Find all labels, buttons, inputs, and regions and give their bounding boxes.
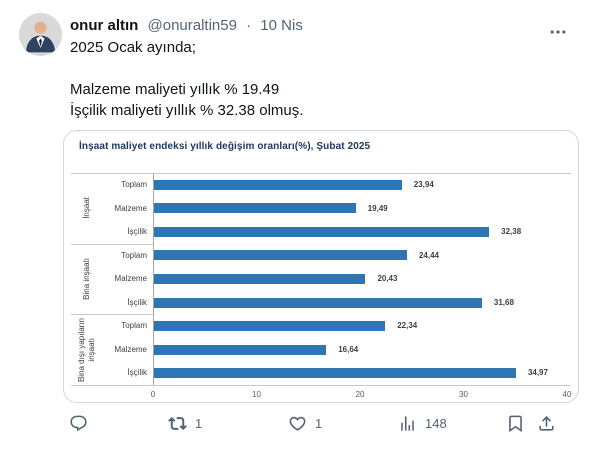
like-icon [289,416,306,431]
share-icon [539,416,554,431]
avatar[interactable] [19,13,62,56]
bar [154,250,407,261]
category-label: Malzeme [114,274,147,284]
bar-value-label: 22,34 [397,321,418,331]
category-label: Malzeme [114,344,147,354]
author-name[interactable]: onur altın [70,17,139,34]
category-label: Toplam [121,180,147,189]
group-divider-line [71,314,153,316]
category-label: Toplam [121,321,147,331]
value-axis-line [153,173,154,385]
more-options-icon[interactable] [548,22,568,42]
bar [154,344,327,355]
repost-button[interactable]: 1 [168,414,202,433]
group-label: İnşaat [72,173,100,244]
group-label-text: inşaatı [86,337,96,362]
bar-value-label: 31,68 [493,297,514,307]
category-label: İşçilik [127,297,147,307]
share-button[interactable] [537,414,556,433]
chart-plot: Toplam 23,94 Malzeme 19,49 İşçilik 32,38 Topla… [64,131,578,402]
group-label: Bina dışı yapıların inşaatı [72,314,100,385]
x-tick-label: 20 [355,390,365,399]
group-label-text: Bina dışı yapıların [76,317,86,382]
views-button[interactable]: 148 [398,414,447,433]
bar-value-label: 23,94 [413,180,434,189]
group-label-text: İnşaat [81,197,91,220]
bar-value-label: 32,38 [501,227,522,237]
tweet-line: 2025 Ocak ayında; [70,39,196,56]
reply-button[interactable] [69,414,96,433]
views-icon [401,416,414,431]
bar-value-label: 19,49 [367,203,388,213]
x-tick-label: 0 [150,390,156,399]
repost-icon [168,417,187,430]
x-tick-label: 10 [252,390,261,399]
tweet-line: Malzeme maliyeti yıllık % 19.49 [70,81,280,98]
bar [154,226,490,237]
bar [154,297,482,308]
bar-value-label: 16,64 [338,344,359,354]
bar [154,203,356,214]
author-handle[interactable]: @onuraltin59 [147,17,237,34]
category-label: İşçilik [127,368,147,378]
tweet-header: onur altın @onuraltin59 · 10 Nis [70,17,303,34]
bar-value-label: 20,43 [377,274,398,284]
group-label-text: Bina inşaatı [81,258,91,300]
action-bar: 1 1 148 [0,414,608,444]
bar-value-label: 24,44 [418,250,439,260]
tweet-date[interactable]: 10 Nis [260,17,303,34]
tweet-line: İşçilik maliyeti yıllık % 32.38 olmuş. [70,102,304,119]
x-tick-label: 40 [562,390,572,399]
bookmark-button[interactable] [506,414,525,433]
bar-value-label: 34,97 [527,368,548,378]
chart-title: İnşaat maliyet endeksi yıllık değişim or… [79,141,371,152]
bar [154,321,386,332]
header-separator: · [246,17,252,34]
bookmark-icon [509,415,522,433]
view-count: 148 [425,416,447,431]
repost-count: 1 [195,416,203,431]
category-label: Malzeme [114,203,147,213]
bar [154,368,516,379]
tweet-text: 2025 Ocak ayında; Malzeme maliyeti yıllı… [70,37,570,121]
category-label: İşçilik [127,227,147,237]
reply-icon [70,415,87,432]
group-divider-line [71,243,153,245]
plot-bottom-border [71,385,571,386]
group-label: Bina inşaatı [72,244,100,315]
bar [154,179,402,190]
avatar-photo [19,13,62,56]
category-label: Toplam [121,250,147,260]
bar [154,274,366,284]
x-tick-label: 30 [459,390,468,399]
chart-media-card[interactable]: İnşaat maliyet endeksi yıllık değişim or… [63,130,579,403]
like-count: 1 [315,416,323,431]
plot-top-border [71,173,571,174]
like-button[interactable]: 1 [288,414,322,433]
